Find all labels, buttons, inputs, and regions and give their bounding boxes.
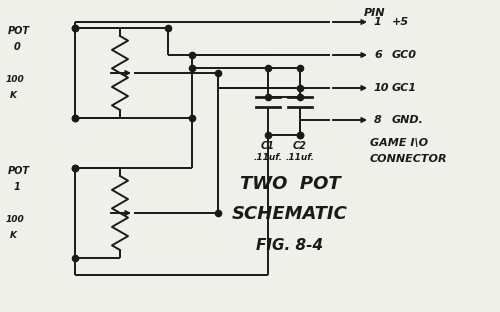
Text: SCHEMATIC: SCHEMATIC	[232, 205, 348, 223]
Text: GND.: GND.	[392, 115, 424, 125]
Text: 1: 1	[14, 182, 21, 192]
Text: POT: POT	[8, 26, 30, 36]
Text: +5: +5	[392, 17, 409, 27]
Text: POT: POT	[8, 166, 30, 176]
Text: CONNECTOR: CONNECTOR	[370, 154, 448, 164]
Text: .11uf.: .11uf.	[286, 153, 314, 162]
Text: PIN: PIN	[364, 8, 386, 18]
Text: GC1: GC1	[392, 83, 417, 93]
Text: K: K	[10, 91, 17, 100]
Text: 10: 10	[374, 83, 390, 93]
Text: K: K	[10, 231, 17, 240]
Text: 100: 100	[6, 215, 25, 224]
Text: 0: 0	[14, 42, 21, 52]
Text: C1: C1	[261, 141, 275, 151]
Text: GC0: GC0	[392, 50, 417, 60]
Text: GAME I\O: GAME I\O	[370, 138, 428, 148]
Text: C2: C2	[293, 141, 307, 151]
Text: 6: 6	[374, 50, 382, 60]
Text: 100: 100	[6, 75, 25, 84]
Text: 8: 8	[374, 115, 382, 125]
Text: .11uf.: .11uf.	[254, 153, 282, 162]
Text: TWO  POT: TWO POT	[240, 175, 340, 193]
Text: 1: 1	[374, 17, 382, 27]
Text: FIG. 8-4: FIG. 8-4	[256, 238, 324, 253]
